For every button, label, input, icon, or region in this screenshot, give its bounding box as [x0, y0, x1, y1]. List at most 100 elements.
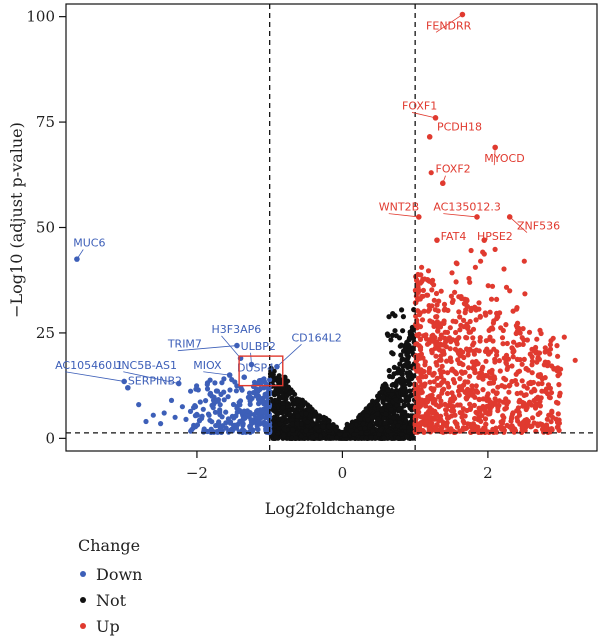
data-point	[404, 434, 410, 440]
data-point	[384, 396, 390, 402]
data-point	[404, 360, 410, 366]
data-point	[464, 297, 470, 303]
data-point	[546, 394, 553, 400]
data-point	[435, 308, 441, 314]
data-point	[316, 413, 322, 419]
data-point	[240, 409, 246, 415]
data-point	[195, 387, 201, 393]
data-point	[383, 411, 389, 417]
data-point	[433, 314, 439, 320]
data-point	[393, 381, 399, 387]
data-point	[499, 420, 505, 427]
data-point	[367, 422, 373, 428]
data-point	[430, 338, 436, 344]
data-point	[305, 419, 311, 425]
data-point	[548, 390, 555, 396]
data-point	[510, 339, 517, 345]
data-point	[363, 435, 369, 441]
data-point	[426, 306, 433, 313]
data-point	[298, 404, 304, 410]
data-point	[534, 336, 540, 342]
data-point	[505, 356, 512, 362]
data-point	[456, 309, 462, 315]
data-point	[452, 412, 458, 418]
data-point	[464, 346, 470, 352]
gene-label: FOXF1	[402, 99, 437, 112]
data-point	[549, 363, 555, 369]
data-point	[494, 296, 500, 302]
label-leader	[435, 14, 463, 33]
data-point	[212, 409, 218, 415]
data-point	[557, 390, 563, 396]
gene-label: FENDRR	[426, 19, 472, 32]
data-point	[467, 279, 473, 285]
data-point	[290, 427, 296, 433]
data-point	[464, 321, 470, 327]
data-point	[547, 351, 553, 357]
data-point	[480, 364, 486, 370]
data-point	[516, 409, 522, 415]
data-point	[504, 366, 510, 372]
data-point	[456, 392, 462, 398]
legend-item-down: Down	[78, 561, 142, 587]
data-point	[555, 411, 561, 417]
data-point	[478, 418, 484, 424]
data-point	[419, 264, 425, 270]
data-point	[510, 354, 516, 360]
data-point	[438, 321, 444, 327]
data-point	[263, 420, 269, 427]
data-point	[479, 376, 486, 382]
data-point	[299, 410, 305, 417]
data-point	[417, 347, 424, 353]
data-point	[230, 401, 237, 408]
data-point	[255, 389, 261, 395]
data-point	[458, 295, 465, 302]
data-point	[471, 402, 477, 408]
data-point	[464, 335, 470, 341]
data-point	[502, 384, 508, 390]
x-tick-label: 0	[338, 464, 348, 482]
data-point	[544, 422, 550, 428]
data-point	[256, 419, 262, 425]
data-point	[520, 326, 526, 332]
data-point	[433, 353, 439, 359]
legend-dot-not	[80, 597, 86, 603]
data-point	[431, 379, 437, 385]
data-point	[221, 397, 227, 403]
y-tick-label: 0	[45, 429, 55, 447]
data-point	[572, 357, 578, 363]
data-point	[446, 414, 452, 420]
data-point	[488, 326, 494, 332]
data-point	[239, 387, 245, 393]
data-point	[473, 383, 479, 389]
data-point	[535, 356, 541, 362]
data-point	[492, 356, 498, 362]
labeled-point	[434, 237, 440, 243]
data-point	[354, 428, 360, 434]
data-point	[386, 367, 392, 374]
data-point	[334, 435, 340, 441]
data-point	[550, 414, 556, 420]
data-point	[379, 385, 386, 391]
data-point	[485, 391, 491, 397]
data-point	[333, 427, 339, 433]
data-point	[499, 335, 506, 341]
data-point	[495, 408, 501, 414]
data-point	[390, 415, 397, 421]
gene-label: SERPINB2	[128, 374, 182, 387]
data-point	[158, 421, 164, 427]
data-point	[368, 435, 374, 441]
data-point	[247, 423, 253, 429]
data-point	[398, 352, 404, 358]
data-point	[490, 388, 496, 394]
data-point	[523, 392, 529, 398]
data-point	[453, 279, 459, 285]
data-point	[234, 405, 240, 411]
labeled-point	[426, 134, 433, 140]
data-point	[233, 413, 239, 419]
data-point	[473, 307, 479, 313]
data-point	[450, 398, 456, 404]
data-point	[239, 419, 245, 426]
data-point	[217, 409, 223, 415]
data-point	[232, 379, 238, 385]
